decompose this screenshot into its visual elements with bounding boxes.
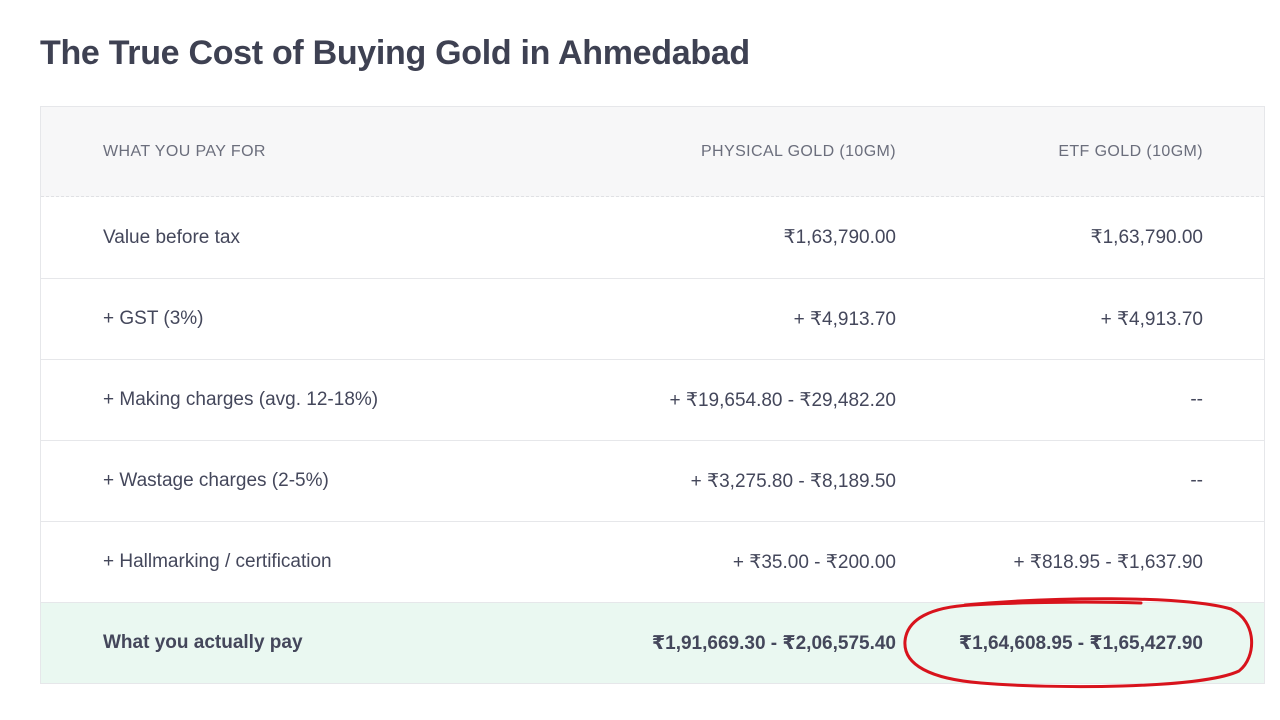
etf-total: ₹1,64,608.95 - ₹1,65,427.90 [958,632,1203,654]
row-label-value-before-tax: Value before tax [103,226,240,248]
physical-total: ₹1,91,669.30 - ₹2,06,575.40 [651,632,896,654]
physical-gst: + ₹4,913.70 [793,308,896,330]
table-row: + Wastage charges (2-5%) + ₹3,275.80 - ₹… [41,440,1264,521]
physical-making-charges: + ₹19,654.80 - ₹29,482.20 [669,389,897,411]
row-label-total: What you actually pay [103,632,303,653]
physical-value-before-tax: ₹1,63,790.00 [783,227,896,248]
etf-hallmarking: + ₹818.95 - ₹1,637.90 [1013,551,1203,573]
etf-making-charges: -- [1190,389,1203,410]
cost-comparison-table: WHAT YOU PAY FOR PHYSICAL GOLD (10GM) ET… [40,106,1265,689]
table-row: + Hallmarking / certification + ₹35.00 -… [41,521,1264,602]
table-row: Value before tax ₹1,63,790.00 ₹1,63,790.… [41,197,1264,278]
row-label-gst: + GST (3%) [103,308,204,329]
row-label-making-charges: + Making charges (avg. 12-18%) [103,389,379,410]
row-label-wastage-charges: + Wastage charges (2-5%) [103,470,329,491]
etf-gst: + ₹4,913.70 [1100,308,1203,330]
physical-wastage-charges: + ₹3,275.80 - ₹8,189.50 [690,470,896,492]
header-what-you-pay-for: WHAT YOU PAY FOR [103,142,266,160]
header-etf-gold: ETF GOLD (10GM) [1058,142,1203,160]
etf-value-before-tax: ₹1,63,790.00 [1090,227,1203,248]
table-row: + GST (3%) + ₹4,913.70 + ₹4,913.70 [41,278,1264,359]
total-row: What you actually pay ₹1,91,669.30 - ₹2,… [41,597,1264,689]
etf-wastage-charges: -- [1190,470,1203,491]
page-title: The True Cost of Buying Gold in Ahmedaba… [40,34,750,72]
physical-hallmarking: + ₹35.00 - ₹200.00 [732,551,896,573]
table-row: + Making charges (avg. 12-18%) + ₹19,654… [41,359,1264,440]
row-label-hallmarking: + Hallmarking / certification [103,551,332,572]
header-physical-gold: PHYSICAL GOLD (10GM) [700,142,896,160]
table-header-row: WHAT YOU PAY FOR PHYSICAL GOLD (10GM) ET… [41,107,1264,197]
